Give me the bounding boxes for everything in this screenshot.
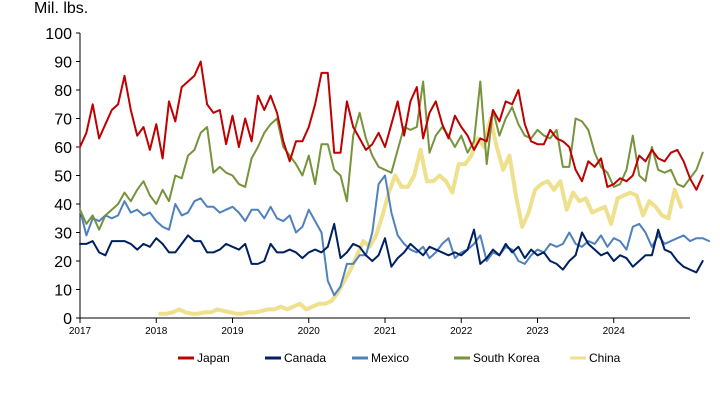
y-tick-label: 40 (54, 197, 72, 214)
y-tick-label: 30 (54, 226, 72, 243)
y-tick-label: 90 (54, 55, 72, 72)
x-tick-label: 2019 (221, 326, 244, 337)
y-tick-label: 50 (54, 169, 72, 186)
x-tick-label: 2022 (450, 326, 473, 337)
x-tick-label: 2020 (298, 326, 321, 337)
x-tick-label: 2017 (69, 326, 92, 337)
x-tick-label: 2018 (145, 326, 168, 337)
legend-label-japan: Japan (197, 351, 230, 365)
x-tick-label: 2023 (526, 326, 549, 337)
x-tick-label: 2024 (603, 326, 626, 337)
legend-label-china: China (589, 351, 621, 365)
y-tick-label: 0 (63, 311, 72, 328)
series-line-mexico (79, 174, 711, 297)
y-tick-label: 100 (45, 26, 72, 43)
legend-label-south-korea: South Korea (473, 351, 540, 365)
series-line-canada (79, 222, 704, 274)
legend-label-mexico: Mexico (371, 351, 409, 365)
x-tick-label: 2021 (374, 326, 397, 337)
y-tick-label: 20 (54, 254, 72, 271)
y-tick-label: 60 (54, 140, 72, 157)
y-tick-label: 80 (54, 83, 72, 100)
y-axis-label: Mil. lbs. (34, 0, 88, 17)
series-line-china (158, 116, 684, 316)
series-line-japan (79, 60, 704, 191)
y-tick-label: 10 (54, 283, 72, 300)
legend-label-canada: Canada (284, 351, 326, 365)
y-tick-label: 70 (54, 112, 72, 129)
